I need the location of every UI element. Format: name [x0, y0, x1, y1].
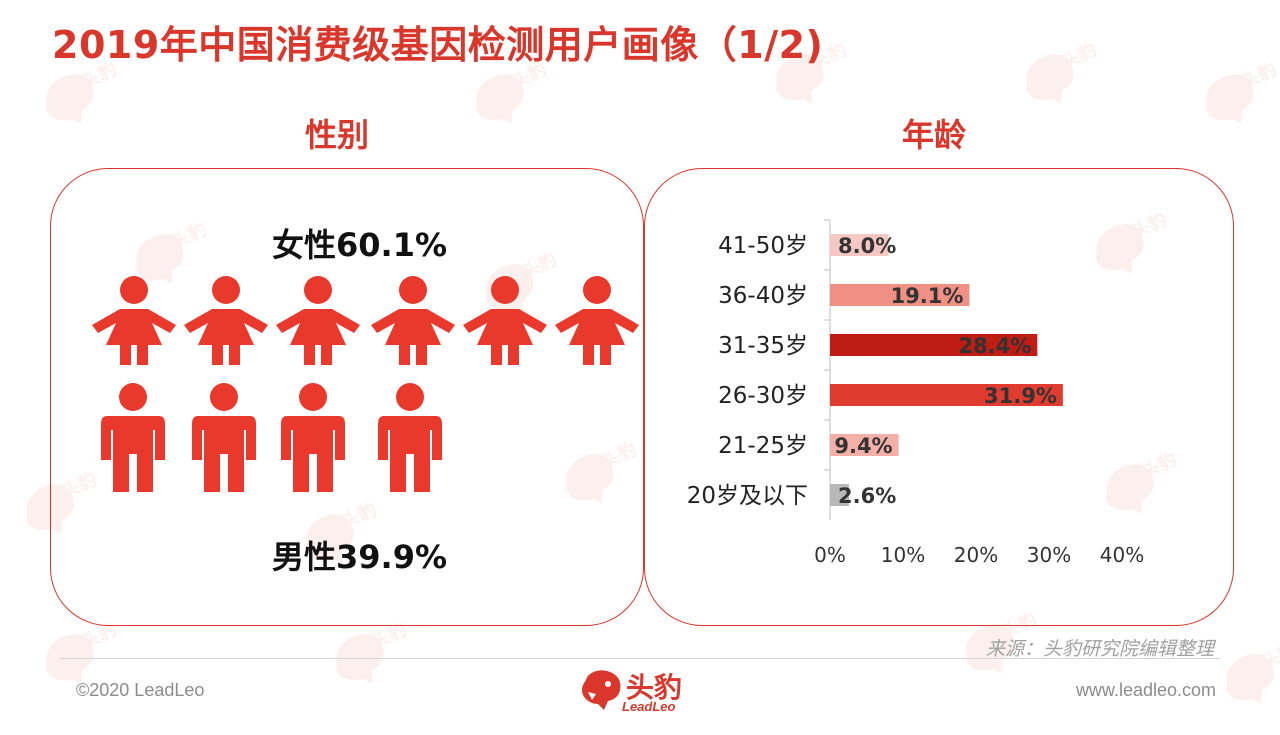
age-bar [830, 334, 1038, 356]
page-title: 2019年中国消费级基因检测用户画像（1/2) [52, 23, 824, 67]
male-person-icon [372, 382, 448, 498]
x-axis-tick-label: 10% [881, 543, 925, 567]
age-bar-value-label: 9.4% [834, 434, 892, 458]
age-section-title: 年龄 [902, 116, 967, 154]
x-axis-tick-label: 30% [1027, 543, 1071, 567]
gender-panel [50, 168, 644, 626]
x-axis-tick-label: 20% [954, 543, 998, 567]
age-category-label: 26-30岁 [718, 383, 808, 409]
female-person-icon [182, 275, 270, 369]
male-person-icon [186, 382, 262, 498]
svg-text:头豹: 头豹 [1258, 638, 1280, 673]
age-category-label: 20岁及以下 [687, 483, 808, 509]
female-person-icon [369, 275, 457, 369]
male-person-icon [95, 382, 171, 498]
age-bar [830, 234, 889, 256]
website-link[interactable]: www.leadleo.com [1075, 680, 1216, 700]
footer-divider [60, 658, 1220, 659]
age-bar [830, 284, 970, 306]
male-person-icon [275, 382, 351, 498]
svg-text:头豹: 头豹 [1058, 38, 1100, 73]
leopard-watermark-icon: 头豹 [1226, 638, 1280, 704]
age-bar-value-label: 19.1% [891, 284, 964, 308]
age-bar [830, 484, 849, 506]
leopard-watermark-icon: 头豹 [1026, 38, 1100, 104]
logo-name: 头豹 [626, 671, 683, 704]
age-category-label: 41-50岁 [718, 233, 808, 259]
age-category-label: 36-40岁 [718, 283, 808, 309]
leadleo-logo: 头豹 LeadLeo [578, 666, 708, 718]
logo-subtitle: LeadLeo [622, 699, 676, 714]
female-person-icon [461, 275, 549, 369]
age-bar-value-label: 8.0% [838, 234, 896, 258]
age-bar-value-label: 2.6% [838, 484, 896, 508]
male-percentage-label: 男性39.9% [272, 538, 448, 576]
leopard-head-icon [582, 670, 621, 710]
female-percentage-label: 女性60.1% [272, 226, 448, 264]
female-person-icon [274, 275, 362, 369]
gender-section-title: 性别 [305, 116, 370, 154]
age-bar [830, 384, 1063, 406]
age-bar-value-label: 31.9% [984, 384, 1057, 408]
age-category-label: 21-25岁 [718, 433, 808, 459]
age-bar-chart: 41-50岁 8.0% 36-40岁 19.1% 31-35岁 28.4% 26-30岁 31… [687, 219, 1144, 567]
x-axis-tick-label: 40% [1100, 543, 1144, 567]
source-note: 来源：头豹研究院编辑整理 [985, 638, 1214, 660]
svg-text:头豹: 头豹 [1238, 58, 1280, 93]
copyright-text: ©2020 LeadLeo [76, 680, 205, 700]
age-panel [644, 168, 1234, 626]
age-bar [830, 434, 899, 456]
female-person-icon [553, 275, 641, 369]
leopard-watermark-icon: 头豹 [1206, 58, 1280, 124]
female-person-icon [90, 275, 178, 369]
age-bar-value-label: 28.4% [958, 334, 1031, 358]
age-category-label: 31-35岁 [718, 333, 808, 359]
x-axis-tick-label: 0% [814, 543, 846, 567]
